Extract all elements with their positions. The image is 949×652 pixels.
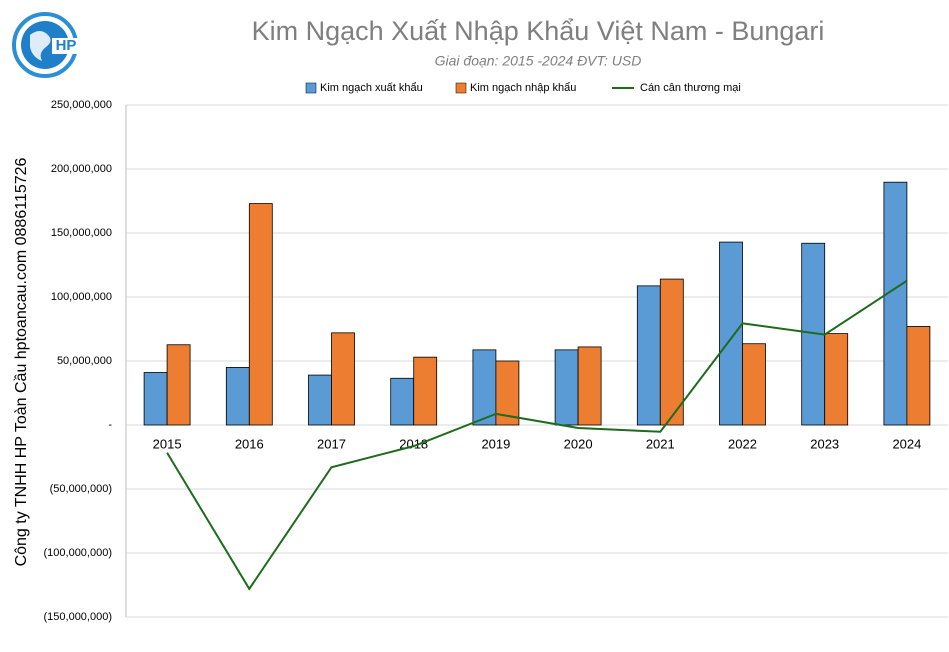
- bar: [906, 326, 931, 426]
- legend-label: Kim ngạch nhập khẩu: [470, 82, 576, 94]
- line: [166, 279, 908, 591]
- chart-subtitle: Giai đoạn: 2015 -2024 ĐVT: USD: [435, 53, 642, 69]
- x-tick-label: 2016: [235, 436, 264, 451]
- bar: [472, 349, 497, 426]
- y-tick-label: (100,000,000): [44, 547, 113, 559]
- x-tick-label: 2023: [810, 436, 839, 451]
- bar: [495, 360, 520, 426]
- bar: [390, 377, 415, 426]
- chart-title: Kim Ngạch Xuất Nhập Khẩu Việt Nam - Bung…: [252, 16, 825, 46]
- bar: [577, 346, 602, 426]
- bar: [248, 203, 273, 426]
- bar: [143, 372, 168, 426]
- x-tick-label: 2020: [564, 436, 593, 451]
- y-tick-label: -: [108, 419, 112, 431]
- x-tick-label: 2015: [153, 436, 182, 451]
- bar: [659, 278, 684, 426]
- x-tick-label: 2017: [317, 436, 346, 451]
- bar: [331, 332, 355, 426]
- bar: [413, 356, 438, 426]
- bar: [636, 285, 661, 426]
- bar: [308, 374, 332, 426]
- side-label: Công ty TNHH HP Toàn Cầu hptoancau.com 0…: [13, 157, 30, 566]
- y-tick-label: 150,000,000: [51, 227, 112, 239]
- legend-label: Kim ngạch xuất khẩu: [320, 82, 423, 94]
- bar: [166, 344, 191, 426]
- legend-swatch: [305, 82, 317, 94]
- bar: [883, 181, 908, 426]
- legend-label: Cán cân thương mại: [640, 82, 741, 94]
- bar: [824, 333, 849, 426]
- y-tick-label: 100,000,000: [51, 291, 112, 303]
- bar: [742, 343, 766, 426]
- logo: HP: [12, 12, 80, 78]
- bar: [554, 349, 579, 426]
- bar: [225, 366, 250, 426]
- bar: [719, 241, 743, 426]
- y-tick-label: (150,000,000): [44, 611, 113, 623]
- y-tick-label: 250,000,000: [51, 99, 112, 111]
- x-tick-label: 2019: [481, 436, 510, 451]
- y-tick-label: 200,000,000: [51, 163, 112, 175]
- x-tick-label: 2021: [646, 436, 675, 451]
- legend-swatch: [455, 82, 467, 94]
- x-tick-label: 2022: [728, 436, 757, 451]
- x-tick-label: 2024: [892, 436, 921, 451]
- y-tick-label: (50,000,000): [50, 483, 112, 495]
- logo-text: HP: [56, 37, 77, 54]
- y-tick-label: 50,000,000: [57, 355, 112, 367]
